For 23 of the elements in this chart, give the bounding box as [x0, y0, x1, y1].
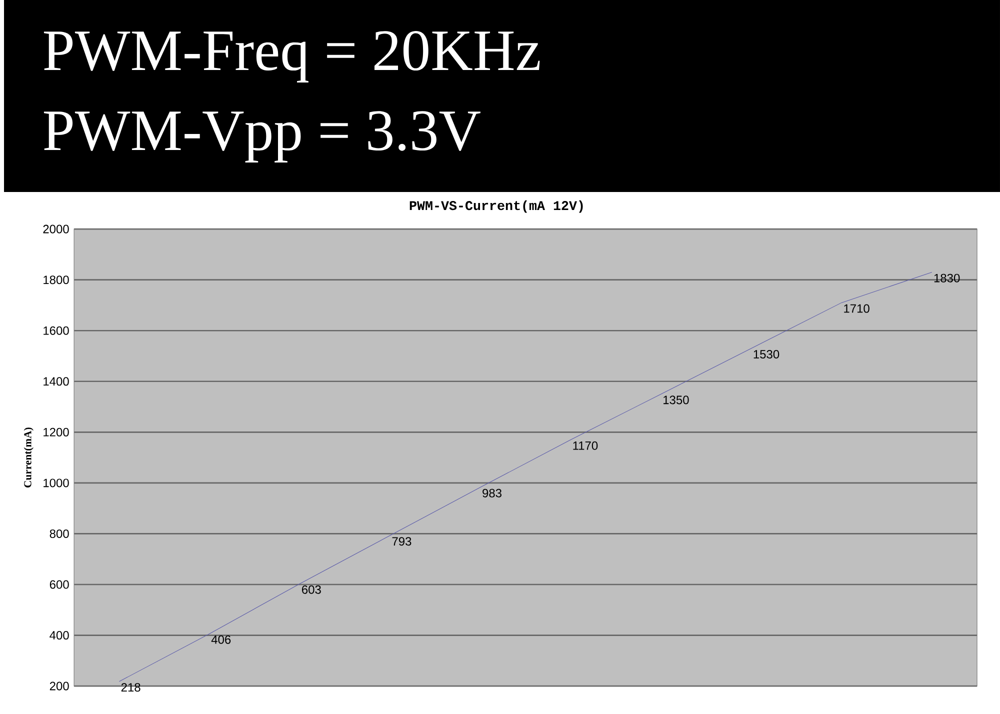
y-tick-label: 1000 [44, 478, 69, 488]
y-tick-label: 1800 [44, 276, 69, 284]
data-label: 1710 [844, 304, 870, 313]
data-label: 603 [302, 585, 321, 594]
y-tick-label: 1400 [44, 377, 69, 386]
data-label: 1530 [754, 350, 780, 358]
data-label: 1170 [573, 441, 598, 450]
y-tick-label: 400 [50, 631, 69, 640]
text: PWM-Freq = 20KHz [44, 30, 540, 82]
data-label: 1830 [934, 274, 960, 282]
y-tick-label: 1600 [44, 326, 69, 335]
chart-title: PWM-VS-Current(mA 12V) [410, 200, 583, 213]
data-label: 983 [482, 488, 502, 498]
data-label: 406 [211, 635, 231, 644]
data-label: 793 [392, 537, 412, 546]
y-tick-label: 600 [50, 580, 69, 589]
text: PWM-Vpp = 3.3V [44, 111, 480, 162]
y-tick-label: 2000 [43, 224, 69, 234]
y-axis-title: Current(mA) [24, 428, 34, 488]
y-tick-label: 1200 [44, 428, 69, 436]
data-label: 1350 [664, 396, 689, 404]
y-tick-label: 200 [50, 682, 69, 690]
y-tick-label: 800 [50, 529, 69, 538]
